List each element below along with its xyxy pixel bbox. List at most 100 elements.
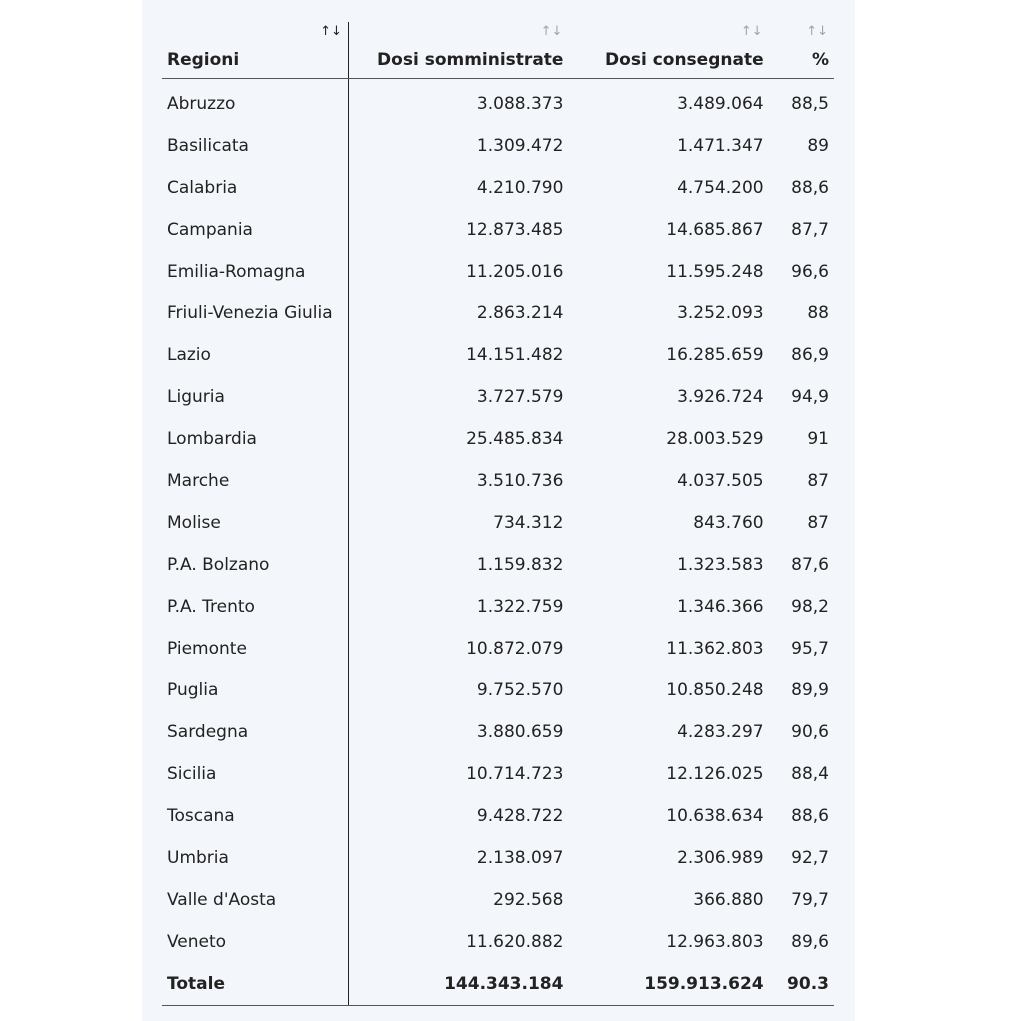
total-row: Totale 144.343.184 159.913.624 90.3 — [162, 962, 834, 1006]
table-row: Puglia 9.752.570 10.850.248 89,9 — [162, 669, 834, 712]
cell-dosi-somministrate: 9.752.570 — [476, 680, 564, 701]
cell-percent: 90.3 — [768, 962, 834, 1006]
table-row: Valle d'Aosta 292.568 366.880 79,7 — [162, 878, 834, 921]
cell-region: Veneto — [162, 920, 349, 963]
table-row: Toscana 9.428.722 10.638.634 88,6 — [162, 795, 834, 838]
cell-dosi-somministrate: 10.872.079 — [466, 638, 564, 659]
cell-dosi-somministrate: 2.138.097 — [476, 847, 564, 868]
cell-region: Campania — [162, 208, 349, 251]
cell-region: Basilicata — [162, 124, 349, 167]
cell-percent: 89 — [807, 135, 829, 156]
cell-dosi-consegnate: 159.913.624 — [568, 962, 769, 1006]
header-label: Regioni — [167, 50, 240, 70]
cell-dosi-somministrate: 1.322.759 — [476, 596, 564, 617]
sort-icon[interactable]: ↑↓ — [320, 24, 342, 39]
cell-dosi-somministrate: 3.510.736 — [476, 470, 564, 491]
cell-dosi-somministrate: 14.151.482 — [466, 345, 564, 366]
cell-dosi-consegnate: 366.880 — [693, 889, 764, 910]
cell-percent: 96,6 — [791, 261, 829, 282]
cell-dosi-consegnate: 28.003.529 — [666, 429, 764, 450]
cell-dosi-somministrate: 10.714.723 — [466, 764, 564, 785]
sort-icon[interactable]: ↑↓ — [540, 24, 563, 39]
cell-dosi-somministrate: 1.309.472 — [476, 135, 564, 156]
cell-region: Emilia-Romagna — [162, 250, 349, 293]
cell-percent: 79,7 — [791, 889, 829, 910]
table-row: P.A. Trento 1.322.759 1.346.366 98,2 — [162, 585, 834, 628]
header-percent[interactable]: ↑↓ % — [768, 22, 834, 79]
cell-dosi-consegnate: 4.283.297 — [677, 722, 764, 743]
cell-percent: 89,9 — [791, 680, 829, 701]
cell-region: Puglia — [162, 669, 349, 712]
table-row: Molise 734.312 843.760 87 — [162, 501, 834, 544]
cell-percent: 88,6 — [791, 806, 829, 827]
cell-dosi-somministrate: 292.568 — [493, 889, 564, 910]
table-row: Campania 12.873.485 14.685.867 87,7 — [162, 208, 834, 251]
cell-dosi-consegnate: 1.323.583 — [677, 554, 764, 575]
cell-region: Marche — [162, 460, 349, 502]
cell-dosi-somministrate: 144.343.184 — [348, 962, 569, 1006]
cell-dosi-somministrate: 12.873.485 — [466, 219, 564, 240]
cell-region: Friuli-Venezia Giulia — [162, 292, 349, 335]
table-row: Veneto 11.620.882 12.963.803 89,6 — [162, 920, 834, 963]
sort-icon[interactable]: ↑↓ — [806, 24, 828, 39]
table-row: Marche 3.510.736 4.037.505 87 — [162, 460, 834, 502]
cell-region: Lazio — [162, 334, 349, 377]
cell-dosi-somministrate: 11.205.016 — [466, 261, 564, 282]
cell-region: Calabria — [162, 166, 349, 209]
cell-region: Toscana — [162, 795, 349, 838]
header-label: % — [811, 50, 829, 70]
cell-percent: 87 — [807, 512, 829, 533]
table-row: Abruzzo 3.088.373 3.489.064 88,5 — [162, 78, 834, 125]
cell-percent: 88,4 — [791, 764, 829, 785]
cell-dosi-consegnate: 12.963.803 — [666, 931, 764, 952]
header-dosi-somministrate[interactable]: ↑↓ Dosi somministrate — [348, 22, 569, 79]
cell-percent: 86,9 — [791, 345, 829, 366]
table-header-row: ↑↓ Regioni ↑↓ Dosi somministrate ↑↓ Dosi… — [162, 22, 834, 79]
cell-region: P.A. Bolzano — [162, 543, 349, 586]
cell-dosi-consegnate: 2.306.989 — [677, 847, 764, 868]
table-row: Sicilia 10.714.723 12.126.025 88,4 — [162, 753, 834, 796]
cell-region: Abruzzo — [162, 78, 349, 125]
cell-dosi-consegnate: 16.285.659 — [666, 345, 764, 366]
sort-icon[interactable]: ↑↓ — [740, 24, 763, 39]
header-label: Dosi consegnate — [605, 50, 764, 70]
cell-percent: 87 — [807, 470, 829, 491]
table-row: P.A. Bolzano 1.159.832 1.323.583 87,6 — [162, 543, 834, 586]
cell-dosi-consegnate: 3.926.724 — [677, 387, 764, 408]
cell-dosi-consegnate: 12.126.025 — [666, 764, 764, 785]
cell-region: Valle d'Aosta — [162, 878, 349, 921]
cell-dosi-consegnate: 10.850.248 — [666, 680, 764, 701]
cell-dosi-consegnate: 4.037.505 — [677, 470, 764, 491]
table-row: Emilia-Romagna 11.205.016 11.595.248 96,6 — [162, 250, 834, 293]
cell-percent: 88,6 — [791, 177, 829, 198]
cell-dosi-consegnate: 11.595.248 — [666, 261, 764, 282]
header-dosi-consegnate[interactable]: ↑↓ Dosi consegnate — [568, 22, 769, 79]
cell-dosi-somministrate: 3.088.373 — [476, 93, 564, 114]
table-panel: ↑↓ Regioni ↑↓ Dosi somministrate ↑↓ Dosi… — [142, 0, 855, 1021]
header-regioni[interactable]: ↑↓ Regioni — [162, 22, 349, 79]
cell-dosi-somministrate: 9.428.722 — [476, 806, 564, 827]
cell-dosi-consegnate: 1.471.347 — [677, 135, 764, 156]
cell-percent: 89,6 — [791, 931, 829, 952]
table-body: Abruzzo 3.088.373 3.489.064 88,5 Basilicata 1… — [162, 78, 834, 1006]
cell-region: Lombardia — [162, 418, 349, 461]
table-row: Lazio 14.151.482 16.285.659 86,9 — [162, 334, 834, 377]
cell-dosi-consegnate: 10.638.634 — [666, 806, 764, 827]
cell-percent: 88,5 — [791, 93, 829, 114]
table-row: Friuli-Venezia Giulia 2.863.214 3.252.093 8… — [162, 292, 834, 335]
table-row: Lombardia 25.485.834 28.003.529 91 — [162, 418, 834, 461]
cell-region: Sicilia — [162, 753, 349, 796]
cell-dosi-consegnate: 3.252.093 — [677, 303, 764, 324]
cell-percent: 87,7 — [791, 219, 829, 240]
cell-region: Molise — [162, 501, 349, 544]
cell-percent: 92,7 — [791, 847, 829, 868]
cell-dosi-somministrate: 2.863.214 — [476, 303, 564, 324]
cell-dosi-consegnate: 843.760 — [693, 512, 764, 533]
cell-dosi-consegnate: 4.754.200 — [677, 177, 764, 198]
cell-dosi-somministrate: 25.485.834 — [466, 429, 564, 450]
table-row: Sardegna 3.880.659 4.283.297 90,6 — [162, 711, 834, 754]
cell-region: Totale — [162, 962, 349, 1006]
header-label: Dosi somministrate — [377, 50, 564, 70]
cell-dosi-consegnate: 1.346.366 — [677, 596, 764, 617]
table-row: Calabria 4.210.790 4.754.200 88,6 — [162, 166, 834, 209]
